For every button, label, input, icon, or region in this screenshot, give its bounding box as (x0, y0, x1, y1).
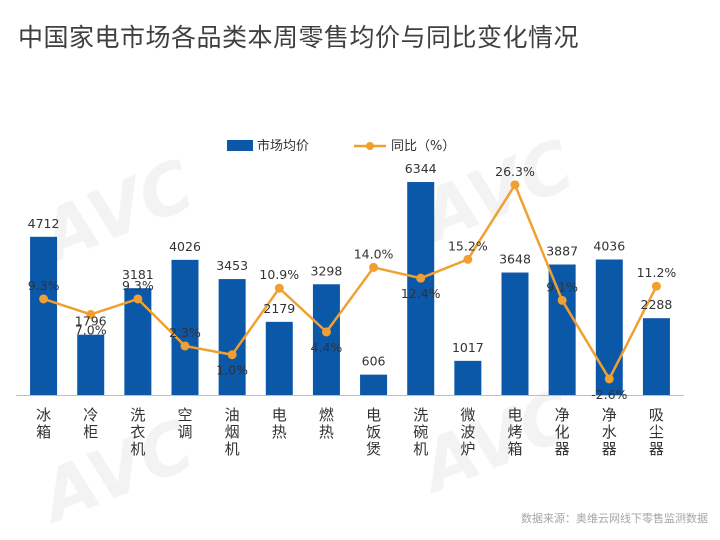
bar (595, 259, 623, 395)
yoy-marker (180, 341, 190, 351)
data-source-note: 数据来源：奥维云网线下零售监测数据 (521, 512, 708, 525)
category-tick-label: 电热 (272, 406, 287, 441)
chart-title: 中国家电市场各品类本周零售均价与同比变化情况 (18, 23, 580, 52)
category-tick-label: 洗碗机 (413, 406, 428, 458)
yoy-value-label: 11.2% (637, 265, 677, 280)
yoy-marker (133, 294, 143, 304)
bar (360, 374, 388, 395)
category-tick-label: 洗衣机 (130, 406, 145, 458)
yoy-value-label: 4.4% (311, 340, 343, 355)
yoy-value-label: 9.3% (122, 278, 154, 293)
bar-value-label: 3181 (122, 267, 154, 282)
category-tick-label: 电烤箱 (507, 406, 522, 458)
bar (407, 182, 435, 395)
category-tick-label: 空调 (177, 406, 192, 441)
bar-value-label: 3453 (216, 258, 248, 273)
category-tick-label: 燃热 (319, 406, 334, 441)
yoy-value-label: 15.2% (448, 238, 488, 253)
bar (265, 321, 293, 395)
bar (30, 236, 58, 395)
yoy-marker (557, 295, 567, 305)
legend-swatch-price (227, 140, 253, 151)
bar (124, 288, 152, 395)
yoy-value-label: 2.3% (169, 325, 201, 340)
category-tick-label: 净水器 (602, 406, 617, 458)
bar (77, 334, 105, 395)
yoy-value-label: 9.1% (546, 279, 578, 294)
yoy-value-label: 12.4% (401, 286, 441, 301)
yoy-value-label: 26.3% (495, 164, 535, 179)
category-tick-label: 微波炉 (460, 406, 475, 458)
yoy-marker (416, 273, 426, 283)
bar (218, 279, 246, 395)
category-tick-label: 油烟机 (225, 406, 240, 458)
bar-value-label: 3887 (546, 244, 578, 259)
yoy-value-label: -2.6% (591, 387, 627, 402)
bar-value-label: 1017 (452, 340, 484, 355)
legend-label-price: 市场均价 (257, 138, 309, 154)
yoy-value-label: 10.9% (259, 267, 299, 282)
bar-value-label: 6344 (405, 161, 437, 176)
category-tick-label: 吸尘器 (649, 406, 664, 458)
yoy-marker (510, 180, 520, 190)
yoy-marker (227, 350, 237, 360)
yoy-value-label: 14.0% (354, 246, 394, 261)
bar-value-label: 4712 (28, 216, 60, 231)
category-tick-label: 电饭煲 (366, 406, 381, 458)
legend-swatch-yoy-marker (366, 142, 374, 150)
yoy-marker (463, 254, 473, 264)
yoy-value-label: 7.0% (75, 322, 107, 337)
bar (548, 264, 576, 395)
yoy-value-label: 9.3% (28, 278, 60, 293)
bar (312, 284, 340, 395)
yoy-marker (86, 309, 96, 319)
yoy-marker (651, 281, 661, 291)
yoy-marker (274, 283, 284, 293)
bar-value-label: 4036 (593, 239, 625, 254)
bar-value-label: 2288 (641, 297, 673, 312)
bar (171, 259, 199, 395)
bar-value-label: 2179 (263, 301, 295, 316)
bar-value-label: 1796 (75, 314, 107, 329)
yoy-marker (369, 262, 379, 272)
bar-value-label: 3648 (499, 252, 531, 267)
yoy-marker (604, 374, 614, 384)
yoy-marker (39, 294, 49, 304)
bar-value-label: 606 (362, 354, 386, 369)
bar (501, 272, 529, 395)
bar (454, 360, 482, 395)
bar (642, 318, 670, 395)
bar-value-label: 4026 (169, 239, 201, 254)
yoy-marker (321, 327, 331, 337)
legend-label-yoy: 同比（%） (391, 139, 455, 154)
category-tick-label: 净化器 (555, 406, 570, 458)
category-tick-label: 冰箱 (36, 406, 51, 441)
bar-value-label: 3298 (311, 263, 343, 278)
category-tick-label: 冷柜 (83, 406, 98, 441)
yoy-value-label: 1.0% (216, 363, 248, 378)
yoy-line (43, 183, 658, 381)
